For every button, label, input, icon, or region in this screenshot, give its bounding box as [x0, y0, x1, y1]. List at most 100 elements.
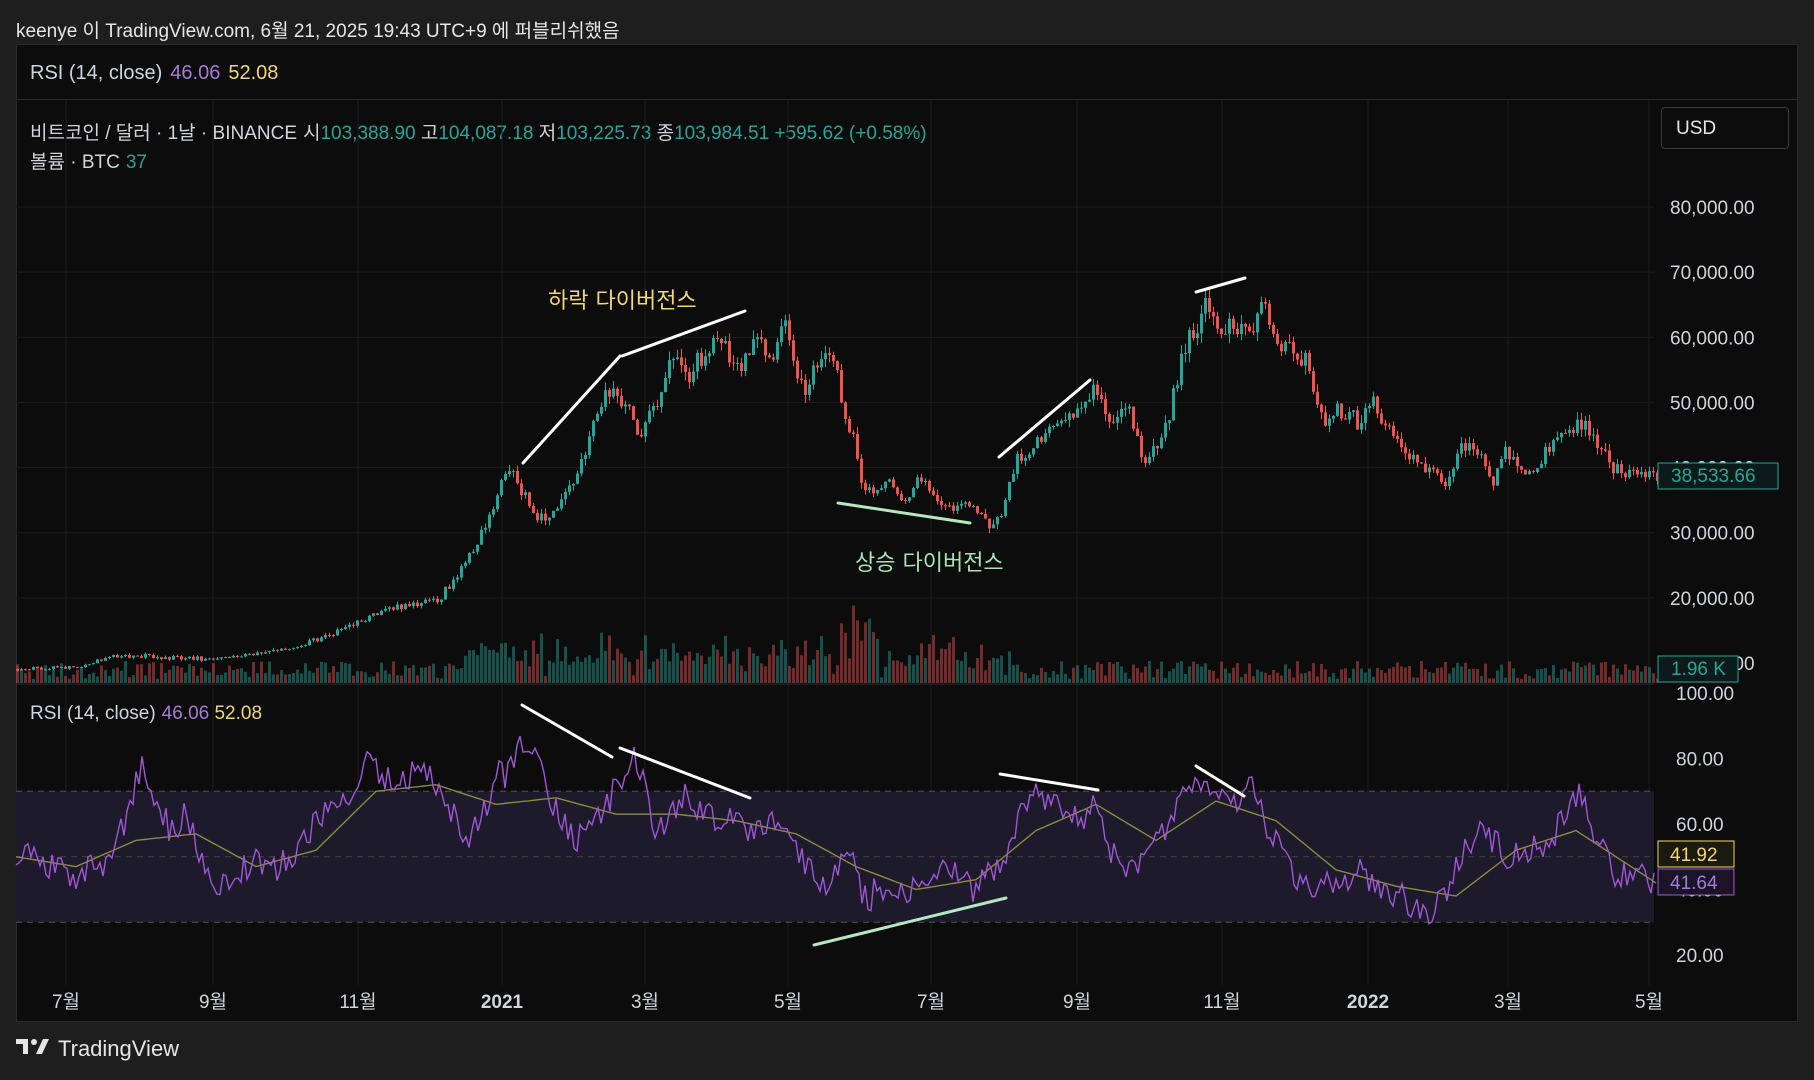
- candle-body: [728, 341, 731, 363]
- candle-body: [1044, 433, 1047, 442]
- volume-bar: [532, 640, 535, 683]
- candle-body: [36, 666, 39, 668]
- volume-bar: [324, 662, 327, 683]
- candle-body: [360, 620, 363, 622]
- volume-bar: [1176, 662, 1179, 683]
- candle-body: [1172, 388, 1175, 421]
- candle-body: [1276, 333, 1279, 344]
- candle-body: [1428, 467, 1431, 473]
- symbol-legend[interactable]: 비트코인 / 달러 · 1날 · BINANCE 시103,388.90 고104…: [30, 118, 927, 145]
- header-indicator-legend[interactable]: RSI (14, close) 46.06 52.08: [30, 62, 286, 85]
- candle-body: [1348, 412, 1351, 420]
- volume-bar: [1060, 661, 1063, 683]
- volume-bar: [1004, 674, 1007, 683]
- candle-body: [780, 326, 783, 343]
- volume-bar: [372, 676, 375, 683]
- candle-body: [1476, 449, 1479, 455]
- time-axis[interactable]: 7월 9월 11월 2021 3월 5월 7월 9월 11월 2022 3월 5월: [52, 991, 1663, 1013]
- candle-body: [1156, 446, 1159, 449]
- volume-bar: [832, 673, 835, 683]
- volume-bar: [1528, 675, 1531, 683]
- brand-footer[interactable]: TradingView: [16, 1036, 179, 1062]
- candle-body: [964, 502, 967, 504]
- volume-bar: [616, 648, 619, 683]
- volume-bar: [168, 669, 171, 683]
- volume-bar: [628, 661, 631, 683]
- candle-body: [1632, 469, 1635, 471]
- rsi-value: 46.06: [161, 703, 210, 724]
- volume-bar: [292, 672, 295, 683]
- volume-bar: [348, 663, 351, 683]
- candle-body: [300, 645, 303, 648]
- time-tick: 7월: [52, 991, 80, 1013]
- volume-bar: [736, 648, 739, 683]
- volume-bar: [1256, 669, 1259, 683]
- volume-bar: [676, 652, 679, 683]
- volume-bar: [636, 659, 639, 683]
- volume-bar: [452, 665, 455, 683]
- rsi-legend[interactable]: RSI (14, close) 46.06 52.08: [30, 703, 262, 725]
- volume-bar: [356, 671, 359, 683]
- volume-bar: [1084, 664, 1087, 683]
- change-value: +595.62 (+0.58%): [774, 123, 927, 144]
- candle-body: [988, 518, 991, 529]
- volume-bar: [1476, 668, 1479, 683]
- volume-bar: [220, 674, 223, 683]
- candle-body: [760, 337, 763, 340]
- candle-body: [1208, 298, 1211, 313]
- volume-bar: [1008, 651, 1011, 683]
- volume-bar: [920, 643, 923, 683]
- candle-body: [168, 657, 171, 660]
- candle-body: [1328, 418, 1331, 426]
- volume-legend[interactable]: 볼륨 · BTC 37: [30, 147, 147, 174]
- candle-body: [1204, 298, 1207, 314]
- volume-bar: [1160, 661, 1163, 683]
- volume-bar: [788, 665, 791, 683]
- volume-bar: [1220, 661, 1223, 683]
- volume-bar: [716, 649, 719, 683]
- candle-body: [1128, 406, 1131, 409]
- volume-bar: [1316, 676, 1319, 683]
- candle-body: [808, 384, 811, 395]
- volume-bar: [416, 675, 419, 683]
- candle-body: [664, 377, 667, 393]
- candle-body: [200, 656, 203, 661]
- volume-bar: [968, 667, 971, 683]
- candle-body: [552, 510, 555, 518]
- candle-body: [968, 502, 971, 507]
- candle-body: [324, 634, 327, 638]
- div-line-rsi-3: [998, 772, 1100, 792]
- candle-body: [1448, 476, 1451, 487]
- volume-bar: [1500, 664, 1503, 683]
- candle-body: [896, 487, 899, 494]
- volume-bar: [796, 646, 799, 683]
- header-ma-value: 52.08: [228, 62, 279, 84]
- price-axis[interactable]: 10,000.0020,000.0030,000.0040,000.0050,0…: [1670, 198, 1755, 675]
- volume-bar: [20, 671, 23, 683]
- candle-body: [1600, 448, 1603, 450]
- volume-bar: [1208, 669, 1211, 683]
- candle-body: [1140, 435, 1143, 458]
- volume-bar: [1640, 671, 1643, 683]
- volume-bar: [960, 661, 963, 683]
- candle-body: [1608, 450, 1611, 463]
- candle-body: [276, 649, 279, 651]
- publish-caption: keenye 이 TradingView.com, 6월 21, 2025 19…: [16, 21, 620, 42]
- volume-bar: [652, 661, 655, 683]
- volume-bar: [212, 663, 215, 683]
- candle-body: [884, 481, 887, 489]
- candle-body: [1264, 302, 1267, 304]
- volume-bar: [1432, 673, 1435, 683]
- candle-body: [120, 656, 123, 658]
- volume-bar: [1484, 663, 1487, 683]
- volume-bar: [988, 660, 991, 683]
- candle-body: [1196, 333, 1199, 339]
- currency-selector[interactable]: USD: [1661, 107, 1789, 149]
- candle-body: [1496, 468, 1499, 486]
- candle-body: [268, 651, 271, 653]
- volume-bar: [1128, 678, 1131, 683]
- volume-bar: [1296, 661, 1299, 683]
- candle-body: [296, 647, 299, 649]
- candle-body: [688, 371, 691, 383]
